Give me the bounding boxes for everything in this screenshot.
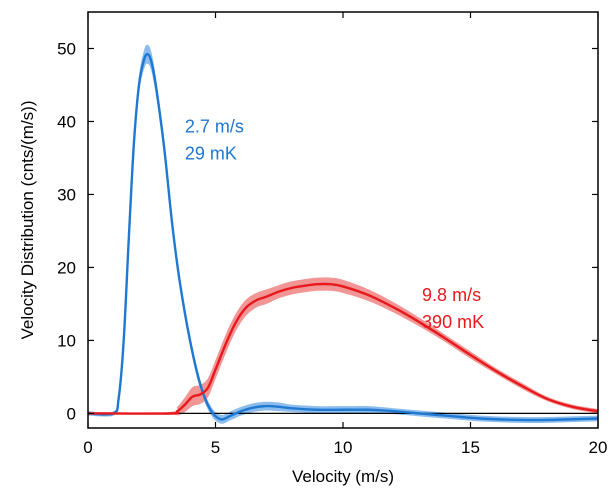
y-axis-label: Velocity Distribution (cnts/(m/s)) [18, 101, 37, 340]
series-1-line [87, 282, 599, 415]
annotation-line: 390 mK [422, 312, 484, 332]
y-tick-label: 20 [57, 258, 76, 277]
x-tick-label: 5 [211, 438, 220, 457]
y-tick-label: 50 [57, 39, 76, 58]
x-tick-label: 0 [83, 438, 92, 457]
y-tick-label: 10 [57, 331, 76, 350]
y-tick-label: 40 [57, 112, 76, 131]
series-lines [87, 52, 599, 422]
series-1-band [88, 277, 598, 416]
x-axis-label: Velocity (m/s) [292, 467, 394, 486]
annotation-line: 9.8 m/s [422, 285, 481, 305]
y-tick-label: 0 [67, 404, 76, 423]
annotation-0: 2.7 m/s 29 mK [185, 116, 244, 163]
x-axis-ticks: 0 5 10 15 20 [83, 12, 607, 457]
confidence-bands [88, 44, 598, 424]
annotations: 2.7 m/s 29 mK 9.8 m/s 390 mK [185, 116, 484, 332]
x-tick-label: 15 [461, 438, 480, 457]
x-tick-label: 20 [589, 438, 608, 457]
plot-frame [87, 11, 599, 429]
series-0-band [88, 44, 598, 424]
series-0-line [87, 52, 599, 422]
y-axis-ticks: 0 10 20 30 40 50 [57, 39, 598, 423]
annotation-line: 2.7 m/s [185, 116, 244, 136]
annotation-1: 9.8 m/s 390 mK [422, 285, 484, 332]
y-tick-label: 30 [57, 185, 76, 204]
x-tick-label: 10 [334, 438, 353, 457]
annotation-line: 29 mK [185, 143, 237, 163]
